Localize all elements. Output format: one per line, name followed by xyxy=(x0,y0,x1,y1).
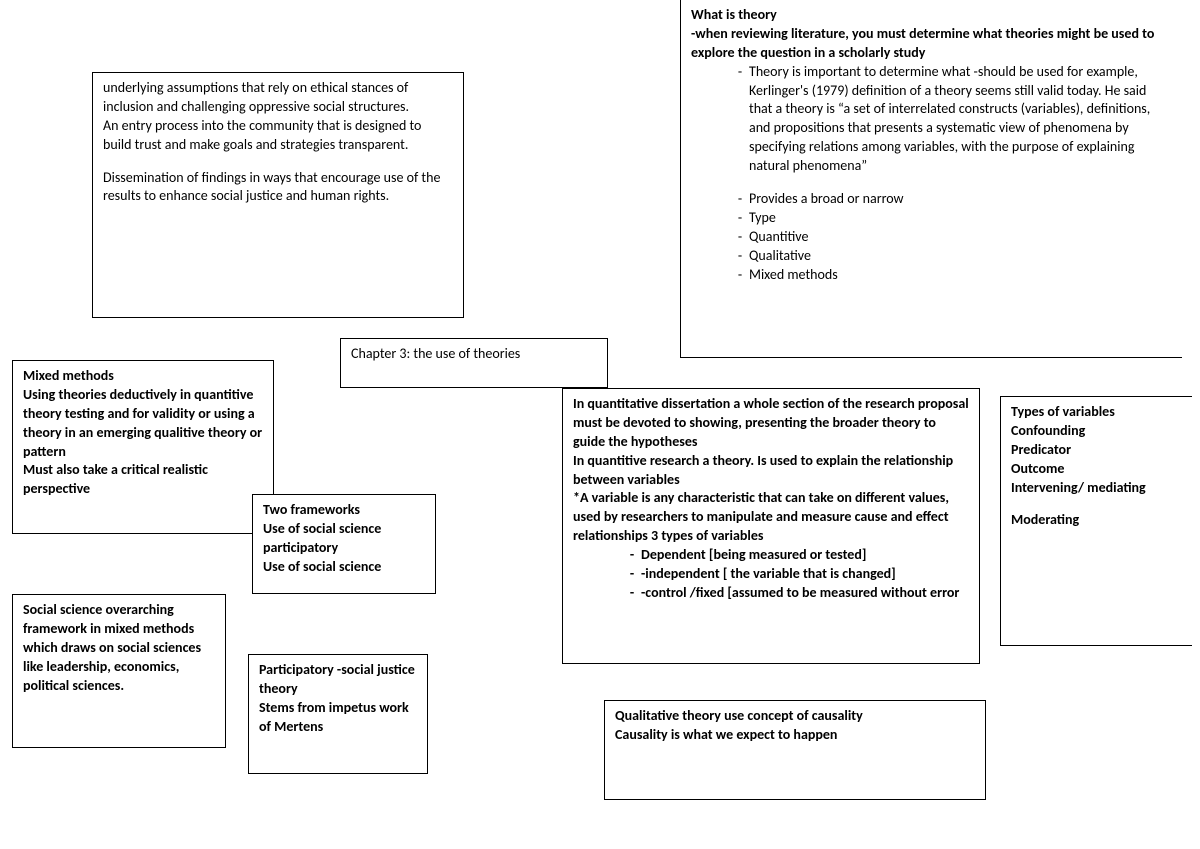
text: Social science overarching framework in … xyxy=(23,601,215,695)
subheading: -when reviewing literature, you must det… xyxy=(691,25,1172,63)
bullet: Provides a broad or narrow xyxy=(749,190,904,209)
text: Participatory -social justice theory xyxy=(259,661,417,699)
box-quant-dissertation: In quantitative dissertation a whole sec… xyxy=(562,388,980,664)
bullet: Mixed methods xyxy=(749,266,838,285)
heading: Mixed methods xyxy=(23,367,263,386)
box-chapter3: Chapter 3: the use of theories xyxy=(340,338,608,388)
text: Must also take a critical realistic pers… xyxy=(23,461,263,499)
text: An entry process into the community that… xyxy=(103,117,453,155)
text: *A variable is any characteristic that c… xyxy=(573,489,969,546)
bullet-list: -Provides a broad or narrow - Type -Quan… xyxy=(691,190,1172,284)
bullet: Type xyxy=(749,209,776,228)
box-assumptions: underlying assumptions that rely on ethi… xyxy=(92,72,464,318)
text: Types of variables xyxy=(1011,403,1182,422)
box-mixed-methods: Mixed methods Using theories deductively… xyxy=(12,360,274,534)
text: Use of social science participatory xyxy=(263,520,425,558)
bullet: -control /fixed [assumed to be measured … xyxy=(641,584,959,603)
text: underlying assumptions that rely on ethi… xyxy=(103,79,453,117)
text: Predicator xyxy=(1011,441,1182,460)
text: In quantitative dissertation a whole sec… xyxy=(573,395,969,452)
text: Intervening/ mediating xyxy=(1011,479,1182,498)
text: Moderating xyxy=(1011,511,1182,530)
text: In quantitive research a theory. Is used… xyxy=(573,452,969,490)
text: Using theories deductively in quantitive… xyxy=(23,386,263,462)
bullet: -independent [ the variable that is chan… xyxy=(641,565,896,584)
bullet: Quantitive xyxy=(749,228,808,247)
bullet: Qualitative xyxy=(749,247,811,266)
text: Outcome xyxy=(1011,460,1182,479)
box-social-science: Social science overarching framework in … xyxy=(12,594,226,748)
text: Two frameworks xyxy=(263,501,425,520)
box-two-frameworks: Two frameworks Use of social science par… xyxy=(252,494,436,594)
box-qualitative: Qualitative theory use concept of causal… xyxy=(604,700,986,800)
heading: What is theory xyxy=(691,6,1172,25)
diagram-canvas: underlying assumptions that rely on ethi… xyxy=(0,0,1200,849)
text: Use of social science xyxy=(263,558,425,577)
text: Confounding xyxy=(1011,422,1182,441)
box-types-variables: Types of variables Confounding Predicato… xyxy=(1000,396,1192,646)
bullet: Dependent [being measured or tested] xyxy=(641,546,866,565)
text: Causality is what we expect to happen xyxy=(615,726,975,745)
bullet: Theory is important to determine what -s… xyxy=(749,63,1172,176)
text: Chapter 3: the use of theories xyxy=(351,345,597,364)
text: Dissemination of findings in ways that e… xyxy=(103,169,453,207)
bullet-list: -Theory is important to determine what -… xyxy=(691,63,1172,176)
box-what-is-theory: What is theory -when reviewing literatur… xyxy=(680,0,1182,358)
text: Qualitative theory use concept of causal… xyxy=(615,707,975,726)
text: Stems from impetus work of Mertens xyxy=(259,699,417,737)
bullet-list: -Dependent [being measured or tested] --… xyxy=(573,546,969,603)
box-participatory: Participatory -social justice theory Ste… xyxy=(248,654,428,774)
